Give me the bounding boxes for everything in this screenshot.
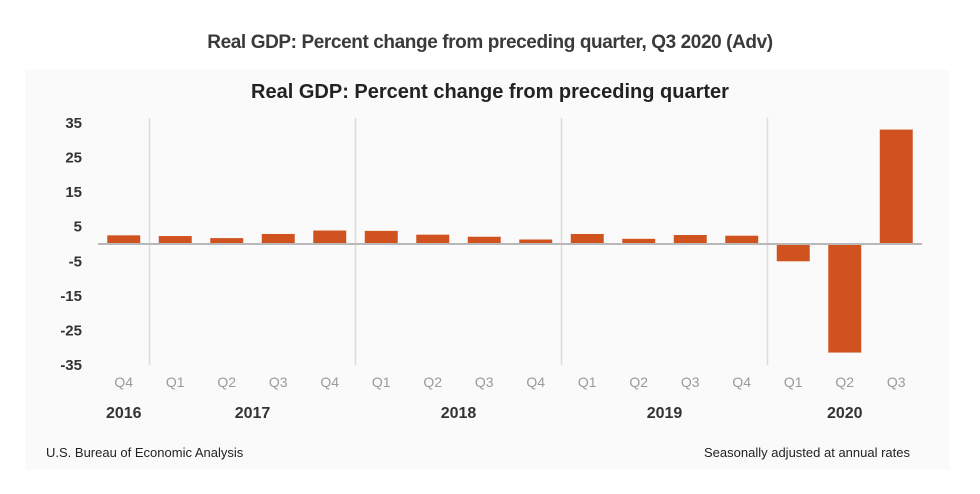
quarter-tick-label: Q2	[629, 374, 648, 390]
quarter-tick-label: Q3	[475, 374, 494, 390]
bar	[261, 233, 295, 244]
year-label: 2020	[827, 405, 863, 422]
bar	[673, 235, 707, 244]
y-tick-label: 35	[65, 115, 82, 132]
quarter-tick-label: Q1	[166, 374, 185, 390]
year-label: 2017	[235, 405, 271, 422]
quarter-tick-label: Q1	[372, 374, 391, 390]
quarter-tick-label: Q4	[320, 374, 339, 390]
quarter-tick-label: Q2	[217, 374, 236, 390]
y-tick-label: 25	[65, 150, 82, 167]
bar	[210, 238, 244, 244]
year-label: 2019	[647, 405, 683, 422]
bar	[570, 233, 604, 244]
y-tick-label: -35	[60, 357, 82, 374]
bar	[158, 236, 192, 244]
bar	[107, 235, 141, 244]
quarter-tick-label: Q2	[423, 374, 442, 390]
quarter-tick-label: Q2	[835, 374, 854, 390]
y-tick-label: 5	[74, 219, 82, 236]
quarter-tick-label: Q3	[887, 374, 906, 390]
year-label: 2016	[106, 405, 142, 422]
y-tick-label: 15	[65, 184, 82, 201]
quarter-tick-label: Q3	[269, 374, 288, 390]
y-tick-label: -5	[69, 253, 82, 270]
quarter-tick-label: Q1	[578, 374, 597, 390]
quarter-tick-label: Q1	[784, 374, 803, 390]
bar	[725, 235, 759, 244]
quarter-tick-label: Q4	[732, 374, 751, 390]
y-tick-label: -25	[60, 322, 82, 339]
quarter-tick-label: Q3	[681, 374, 700, 390]
bar	[519, 239, 553, 244]
bar	[364, 230, 398, 244]
bar	[879, 129, 913, 244]
quarter-tick-label: Q4	[526, 374, 545, 390]
bar	[416, 234, 450, 244]
page-title: Real GDP: Percent change from preceding …	[207, 32, 773, 53]
chart-title: Real GDP: Percent change from preceding …	[251, 81, 729, 103]
bar	[622, 238, 656, 244]
quarter-tick-label: Q4	[114, 374, 133, 390]
bar	[467, 236, 501, 244]
chart-panel	[25, 70, 950, 470]
bar	[776, 244, 810, 262]
bar	[313, 230, 347, 244]
y-tick-label: -15	[60, 288, 82, 305]
rates-note: Seasonally adjusted at annual rates	[704, 445, 910, 460]
bar	[828, 244, 862, 353]
year-label: 2018	[441, 405, 477, 422]
source-note: U.S. Bureau of Economic Analysis	[46, 445, 244, 460]
